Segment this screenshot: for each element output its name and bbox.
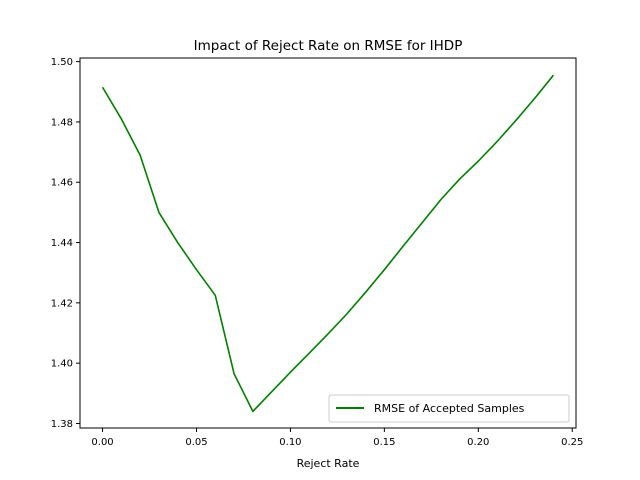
y-tick-label: 1.50 xyxy=(51,57,73,68)
x-tick-label: 0.05 xyxy=(185,437,207,448)
x-tick-label: 0.20 xyxy=(467,437,489,448)
chart-title: Impact of Reject Rate on RMSE for IHDP xyxy=(194,38,463,54)
x-tick-label: 0.25 xyxy=(561,437,583,448)
y-tick-label: 1.38 xyxy=(51,419,73,430)
y-axis: 1.38 1.40 1.42 1.44 1.46 1.48 1.50 xyxy=(51,57,80,430)
x-tick-label: 0.15 xyxy=(373,437,395,448)
x-tick-label: 0.10 xyxy=(279,437,301,448)
x-axis: 0.00 0.05 0.10 0.15 0.20 0.25 xyxy=(91,428,583,448)
y-tick-label: 1.40 xyxy=(51,359,73,370)
series-line xyxy=(101,74,555,413)
y-tick-label: 1.44 xyxy=(51,238,73,249)
legend-box xyxy=(328,394,570,423)
plot-area xyxy=(101,74,555,413)
x-tick-label: 0.00 xyxy=(91,437,113,448)
legend: RMSE of Accepted Samples xyxy=(328,394,570,423)
y-tick-label: 1.42 xyxy=(51,298,73,309)
legend-label: RMSE of Accepted Samples xyxy=(374,402,525,415)
y-tick-label: 1.46 xyxy=(51,178,73,189)
x-axis-title: Reject Rate xyxy=(297,457,360,470)
y-tick-label: 1.48 xyxy=(51,117,73,128)
